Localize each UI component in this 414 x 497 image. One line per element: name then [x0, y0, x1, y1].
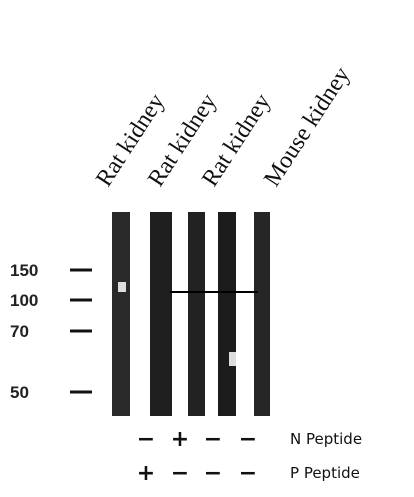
lane-label: Mouse kidney — [259, 62, 355, 191]
lane-strip — [254, 212, 270, 416]
peptide-sign: − — [204, 427, 222, 452]
peptide-label: N Peptide — [290, 430, 362, 448]
mw-label: 100 — [10, 291, 38, 310]
peptide-label: P Peptide — [290, 464, 360, 482]
peptide-sign: + — [171, 427, 189, 452]
blot-lanes — [112, 212, 270, 416]
blot-artifact — [118, 282, 126, 292]
lane-strip — [188, 212, 205, 416]
lane-strip — [150, 212, 172, 416]
western-blot: Rat kidneyRat kidneyRat kidneyMouse kidn… — [0, 0, 414, 497]
mw-label: 70 — [10, 322, 29, 341]
peptide-sign: − — [171, 461, 189, 486]
peptide-sign: − — [137, 427, 155, 452]
peptide-sign: − — [204, 461, 222, 486]
peptide-sign: + — [137, 461, 155, 486]
lane-strip — [112, 212, 130, 416]
lane-strip — [218, 212, 236, 416]
page: Rat kidneyRat kidneyRat kidneyMouse kidn… — [0, 0, 414, 497]
peptide-sign: − — [239, 427, 257, 452]
peptide-sign: − — [239, 461, 257, 486]
blot-artifact — [229, 352, 236, 366]
mw-label: 150 — [10, 261, 38, 280]
mw-label: 50 — [10, 383, 29, 402]
